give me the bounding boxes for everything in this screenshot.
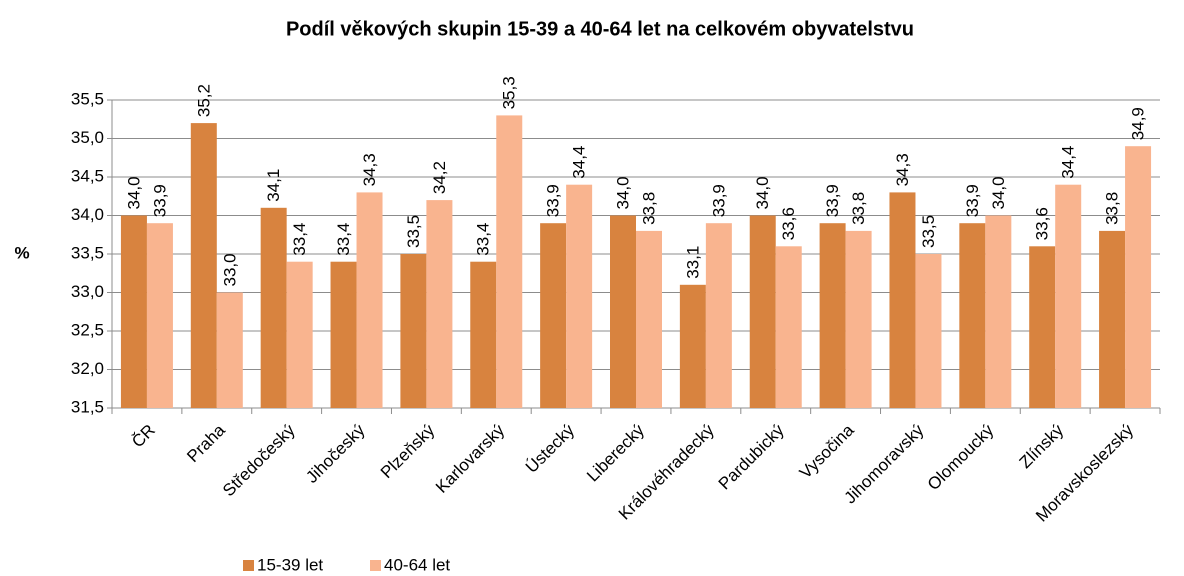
bar — [426, 200, 453, 408]
value-label: 33,9 — [544, 184, 563, 217]
value-label: 34,4 — [1059, 146, 1078, 179]
bar — [1055, 184, 1082, 408]
bar — [819, 223, 846, 408]
legend-label: 15-39 let — [257, 555, 323, 574]
bar — [1029, 246, 1056, 408]
value-label: 34,0 — [989, 176, 1008, 209]
bar — [1125, 146, 1152, 408]
value-label: 33,9 — [963, 184, 982, 217]
y-tick-label: 33,5 — [71, 243, 104, 262]
y-tick-label: 33,0 — [71, 282, 104, 301]
legend-label: 40-64 let — [384, 555, 450, 574]
x-tick-label: Olomoucký — [924, 420, 998, 494]
value-label: 33,4 — [290, 223, 309, 256]
value-label: 33,8 — [849, 192, 868, 225]
bar — [636, 230, 662, 408]
y-axis-label: % — [14, 243, 29, 262]
y-tick-label: 35,0 — [71, 128, 104, 147]
x-tick-label: Praha — [183, 420, 229, 466]
value-label: 34,0 — [124, 176, 143, 209]
x-tick-label: Karlovarský — [432, 420, 509, 497]
y-tick-label: 32,5 — [71, 320, 104, 339]
bar — [610, 215, 636, 408]
legend-swatch — [243, 560, 254, 571]
x-tick-label: Ústecký — [522, 420, 579, 477]
bar — [915, 254, 942, 408]
value-label: 34,0 — [613, 176, 632, 209]
y-tick-label: 31,5 — [71, 397, 104, 416]
value-label: 33,9 — [150, 184, 169, 217]
value-label: 35,3 — [500, 76, 519, 109]
x-tick-label: Jihočeský — [302, 420, 369, 487]
chart-title: Podíl věkových skupin 15-39 a 40-64 let … — [286, 18, 914, 40]
value-label: 33,4 — [474, 223, 493, 256]
value-label: 34,9 — [1129, 107, 1148, 140]
bar — [705, 223, 732, 408]
value-label: 34,3 — [360, 153, 379, 186]
bar — [146, 223, 173, 408]
x-tick-label: Pardubický — [715, 420, 788, 493]
y-tick-label: 34,5 — [71, 166, 104, 185]
value-label: 33,1 — [683, 246, 702, 279]
value-label: 33,6 — [779, 207, 798, 240]
value-label: 33,9 — [823, 184, 842, 217]
x-tick-label: ČR — [128, 421, 159, 452]
value-label: 34,3 — [893, 153, 912, 186]
value-label: 35,2 — [194, 84, 213, 117]
bar — [400, 254, 427, 408]
bar — [286, 261, 313, 408]
value-label: 34,2 — [430, 161, 449, 194]
y-tick-label: 32,0 — [71, 359, 104, 378]
value-label: 34,0 — [753, 176, 772, 209]
bar — [959, 223, 986, 408]
value-label: 34,1 — [264, 169, 283, 202]
value-label: 33,6 — [1033, 207, 1052, 240]
bar — [540, 223, 567, 408]
value-label: 33,9 — [709, 184, 728, 217]
x-tick-label: Liberecký — [583, 420, 648, 485]
bar — [330, 261, 357, 408]
bar — [985, 215, 1012, 408]
bar — [190, 123, 217, 408]
y-tick-label: 34,0 — [71, 205, 104, 224]
y-tick-label: 35,5 — [71, 89, 104, 108]
x-tick-label: Zlínský — [1016, 420, 1068, 472]
bar — [749, 215, 776, 408]
value-label: 33,8 — [639, 192, 658, 225]
bar — [260, 207, 287, 408]
x-tick-label: Středočeský — [219, 420, 299, 500]
bar — [566, 184, 593, 408]
value-label: 33,5 — [919, 215, 938, 248]
legend-swatch — [370, 560, 381, 571]
bar — [216, 292, 243, 408]
value-label: 33,4 — [334, 223, 353, 256]
bar — [889, 192, 916, 408]
bar — [845, 230, 872, 408]
value-label: 33,5 — [404, 215, 423, 248]
bar — [496, 115, 523, 409]
value-label: 33,0 — [220, 253, 239, 286]
bar — [1099, 230, 1126, 408]
bar — [775, 246, 802, 408]
x-tick-label: Vysočina — [796, 420, 858, 482]
bar — [356, 192, 383, 408]
value-label: 33,8 — [1103, 192, 1122, 225]
bar — [470, 261, 497, 408]
value-label: 34,4 — [570, 146, 589, 179]
x-tick-label: Plzeňský — [377, 420, 439, 482]
bar — [120, 215, 147, 408]
bar — [679, 284, 706, 408]
